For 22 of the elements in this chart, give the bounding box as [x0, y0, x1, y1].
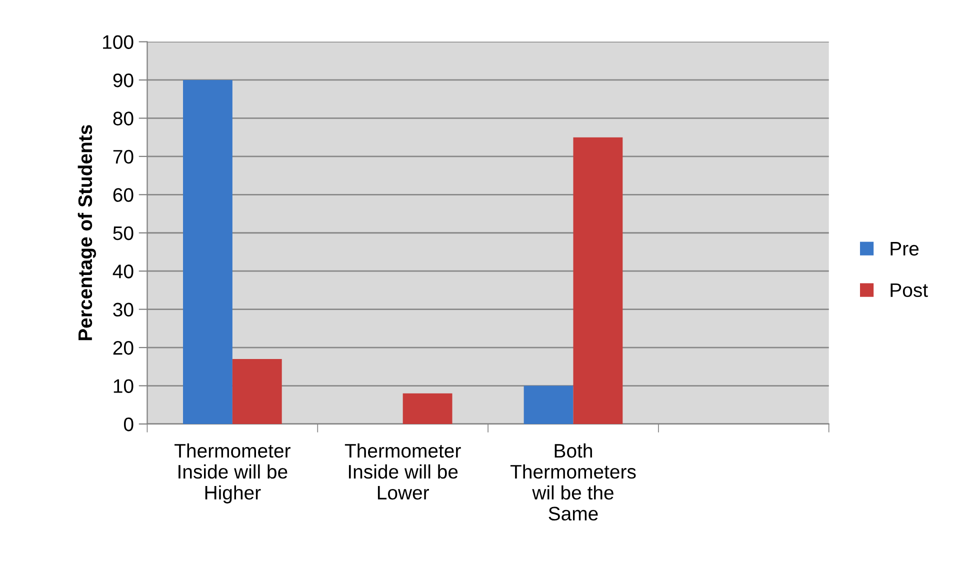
- bar: [232, 359, 282, 424]
- y-tick-label: 30: [113, 302, 134, 317]
- y-tick-label: 10: [114, 379, 134, 393]
- bar: [573, 137, 623, 424]
- y-tick-label: 90: [113, 73, 134, 88]
- bar: [183, 80, 232, 424]
- y-tick-label: 80: [113, 112, 134, 126]
- y-tick-label: 40: [112, 264, 134, 278]
- y-tick-label: 60: [113, 188, 134, 202]
- x-tick-label: Thermometer Inside will be Higher: [174, 443, 290, 504]
- legend-label: Post: [890, 283, 928, 298]
- bar: [402, 393, 452, 424]
- x-tick-label: Both Thermometers wil be the Same: [510, 443, 636, 521]
- y-tick-label: 50: [113, 226, 134, 240]
- x-tick-label: Thermometer Inside will be Lower: [344, 443, 461, 500]
- legend-label: Pre: [890, 242, 919, 256]
- y-tick-label: 0: [124, 417, 134, 432]
- y-tick-label: 20: [113, 341, 134, 355]
- bar: [524, 386, 574, 424]
- y-tick-label: 70: [113, 150, 134, 164]
- y-axis-title: Percentage of Students: [78, 125, 96, 340]
- y-tick-label: 100: [103, 35, 134, 49]
